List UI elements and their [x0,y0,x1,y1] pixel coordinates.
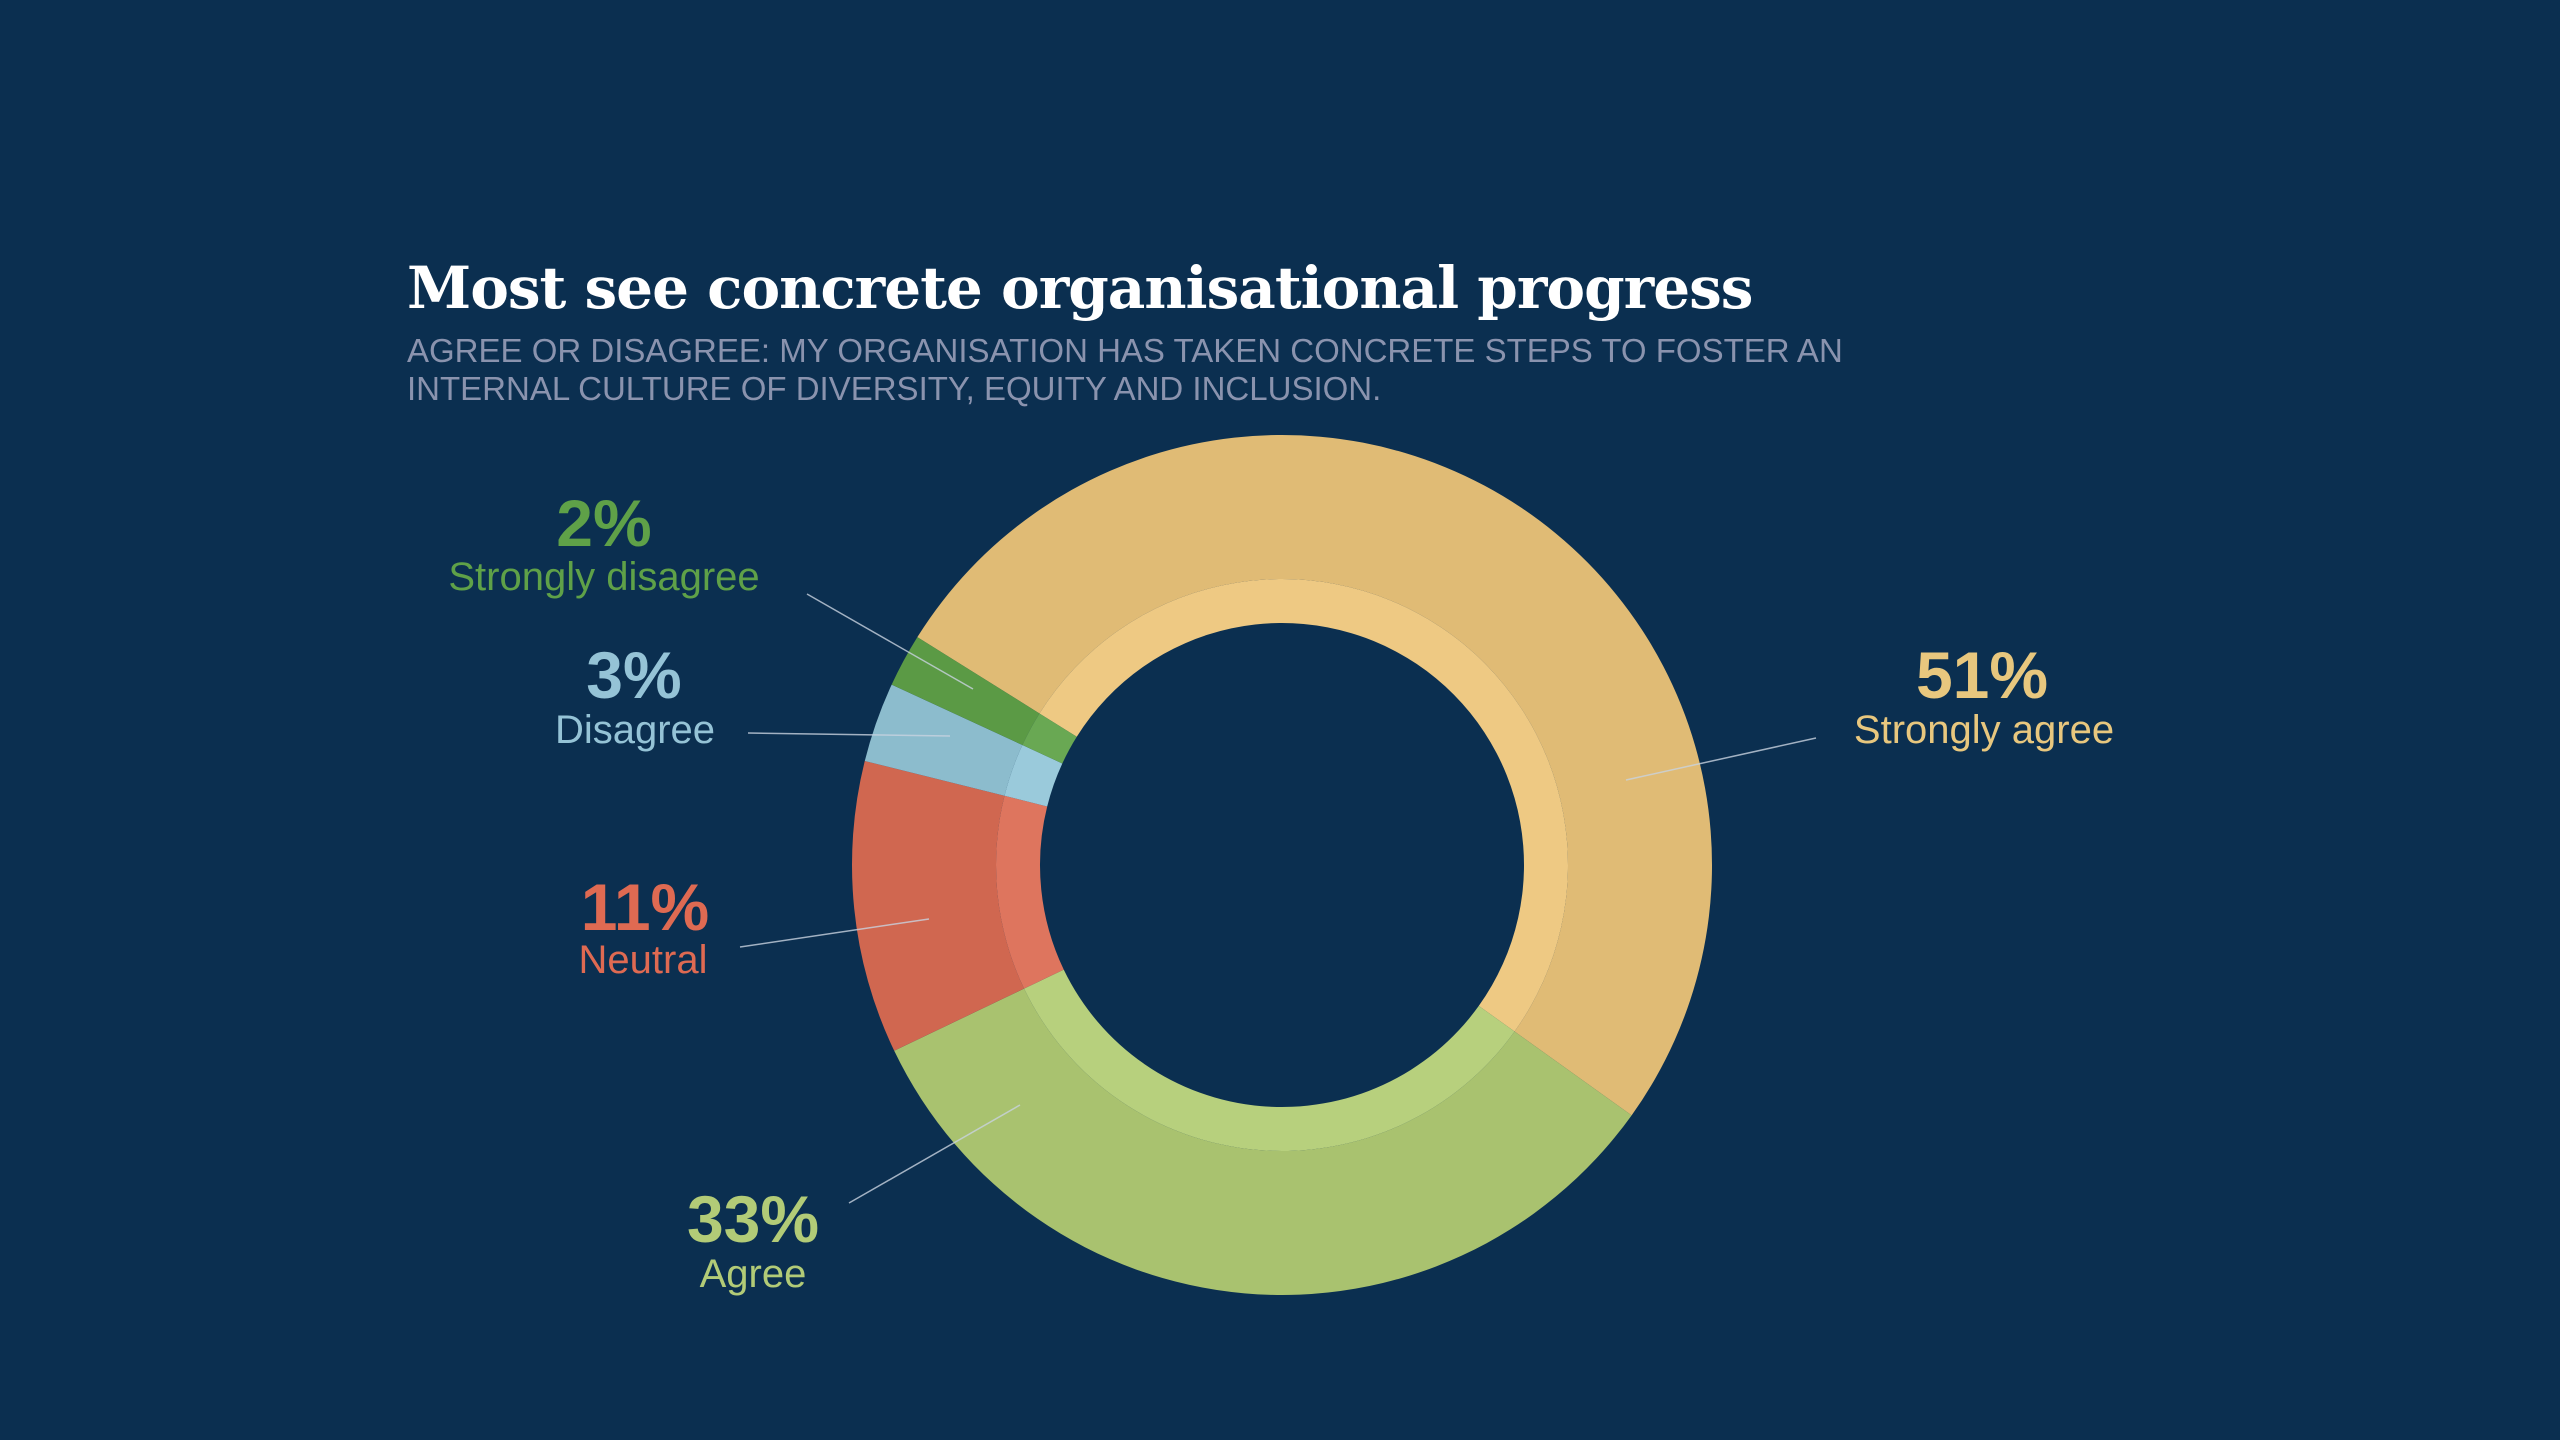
leader-line-strongly-disagree [806,593,974,690]
donut-slices [851,434,1713,1295]
leader-line-strongly-agree [1625,737,1817,781]
data-label-value-neutral: 11% [581,870,709,944]
data-label-neutral: Neutral [579,938,708,982]
leader-line-neutral [739,918,930,948]
data-label-disagree: Disagree [555,708,715,752]
data-label-value-strongly-agree: 51% [1916,638,2048,712]
chart-subtitle-line-1: AGREE OR DISAGREE: MY ORGANISATION HAS T… [407,332,1843,369]
slice-disagree [864,684,1023,796]
leader-line-agree [848,1104,1021,1204]
data-label-strongly-disagree: Strongly disagree [448,555,759,599]
slice-inner-ring-neutral [996,795,1064,989]
leader-line-disagree [747,732,951,737]
slice-inner-ring-strongly-disagree [1022,713,1077,764]
data-label-value-disagree: 3% [586,638,681,712]
slice-strongly-agree [917,434,1713,1116]
data-label-agree: Agree [700,1252,807,1296]
data-label-strongly-agree: Strongly agree [1854,708,2114,752]
slice-neutral [851,760,1025,1051]
data-label-value-agree: 33% [687,1182,819,1256]
chart-subtitle-line-2: INTERNAL CULTURE OF DIVERSITY, EQUITY AN… [407,370,1381,407]
slice-inner-ring-agree [1024,969,1515,1152]
chart-title: Most see concrete organisational progres… [407,254,1752,322]
slice-agree [894,988,1632,1295]
slice-inner-ring-disagree [1004,745,1063,807]
slice-inner-ring-strongly-agree [1039,579,1568,1032]
data-label-value-strongly-disagree: 2% [556,486,651,560]
